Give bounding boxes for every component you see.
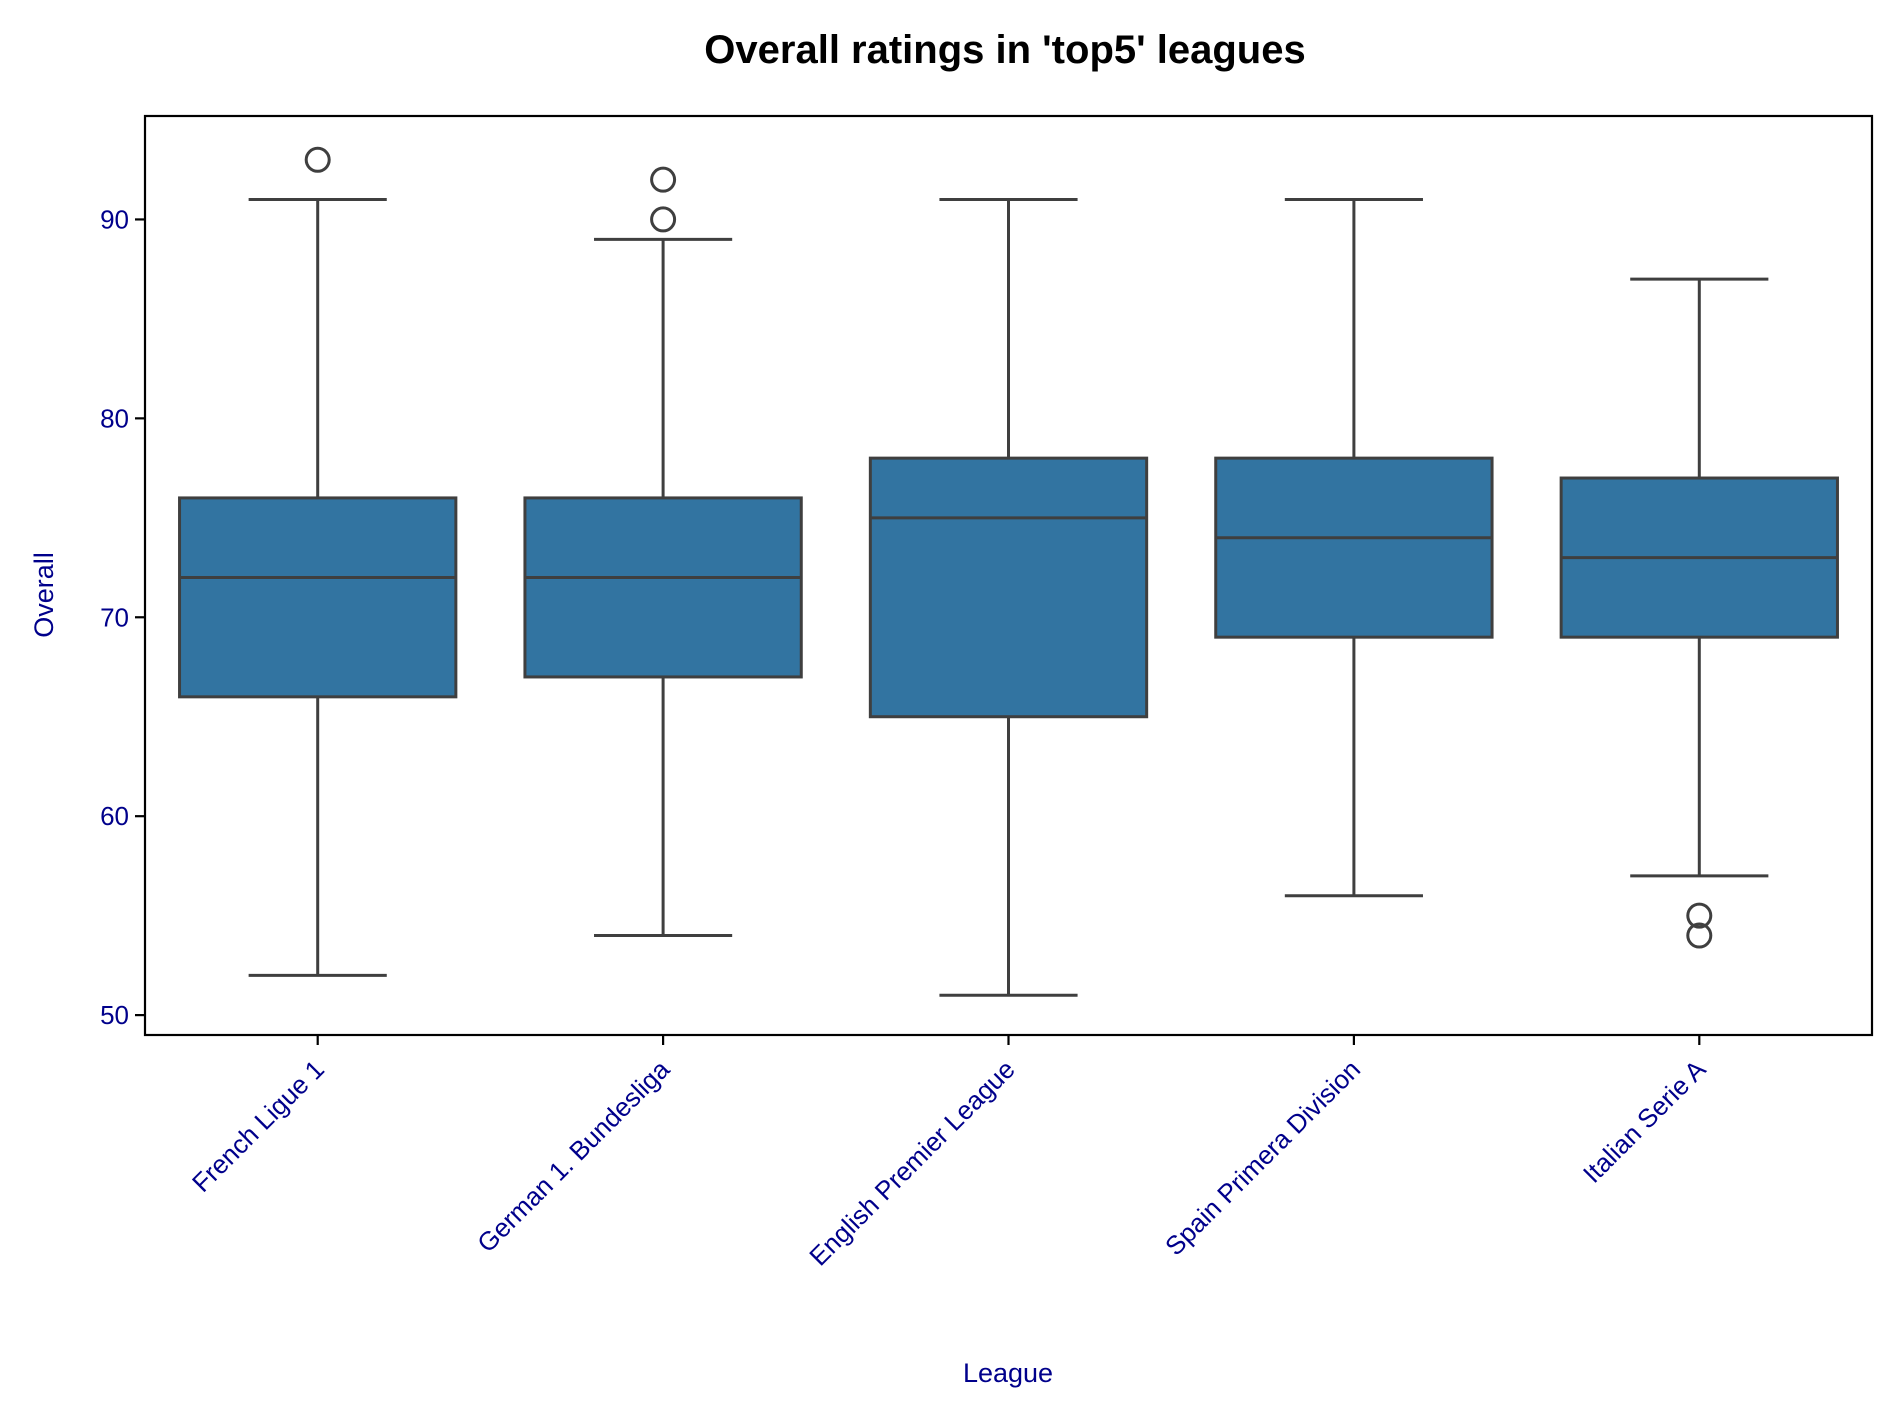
y-tick-label: 70 xyxy=(100,602,129,632)
x-axis-label: League xyxy=(963,1358,1053,1388)
x-tick-label: French Ligue 1 xyxy=(186,1054,330,1198)
outlier-point xyxy=(1686,902,1713,929)
chart-marks xyxy=(178,146,1839,997)
outlier-point xyxy=(650,206,677,233)
box-group xyxy=(178,146,458,977)
y-axis-label: Overall xyxy=(29,552,59,638)
box-group xyxy=(868,198,1149,997)
box xyxy=(1214,456,1494,639)
x-tick-label: Spain Primera Division xyxy=(1159,1054,1366,1261)
box xyxy=(523,496,803,679)
box xyxy=(178,496,458,699)
chart-title: Overall ratings in 'top5' leagues xyxy=(704,28,1305,72)
y-tick-label: 90 xyxy=(100,204,129,234)
y-tick-label: 50 xyxy=(100,1000,129,1030)
x-tick-label: Italian Serie A xyxy=(1577,1054,1712,1189)
y-axis: 50 60 70 80 90 xyxy=(100,204,145,1030)
box-group xyxy=(523,166,803,938)
x-axis: French Ligue 1 German 1. Bundesliga Englis… xyxy=(186,1035,1712,1271)
y-tick-label: 60 xyxy=(100,801,129,831)
outlier-point xyxy=(304,146,331,173)
x-tick-label: English Premier League xyxy=(803,1054,1020,1271)
y-tick-label: 80 xyxy=(100,403,129,433)
outlier-point xyxy=(650,166,677,193)
box-group xyxy=(1214,198,1494,898)
box-group xyxy=(1559,277,1839,949)
box xyxy=(868,456,1149,719)
outlier-point xyxy=(1686,922,1713,949)
x-tick-label: German 1. Bundesliga xyxy=(471,1054,676,1259)
